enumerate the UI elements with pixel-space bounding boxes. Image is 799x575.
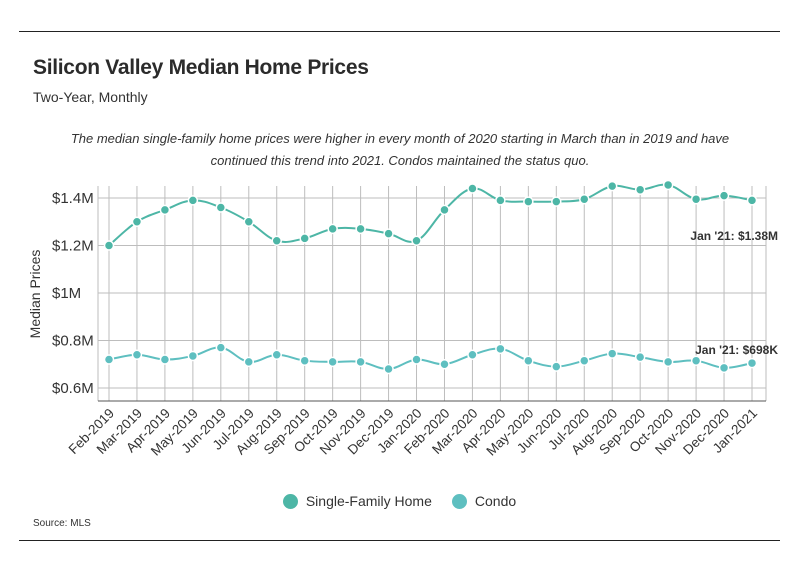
legend-item-condo[interactable]: Condo — [451, 493, 517, 509]
data-point-single-family — [159, 204, 171, 216]
data-point-single-family — [746, 195, 758, 206]
data-point-single-family — [299, 233, 310, 244]
data-point-condo — [551, 361, 562, 372]
y-tick-label: $0.6M — [52, 380, 94, 397]
series-layer — [103, 179, 758, 375]
data-point-condo — [271, 349, 282, 360]
data-point-condo — [411, 354, 422, 365]
data-point-single-family — [411, 235, 422, 246]
data-point-single-family — [579, 193, 590, 205]
data-point-single-family — [718, 190, 730, 201]
legend-label-condo: Condo — [474, 493, 517, 509]
data-point-single-family — [662, 179, 674, 191]
data-point-condo — [187, 350, 199, 362]
bottom-rule — [19, 540, 780, 541]
data-point-single-family — [243, 216, 255, 227]
data-point-single-family — [606, 180, 618, 192]
data-point-condo — [746, 357, 758, 369]
chart-caption: The median single-family home prices wer… — [70, 131, 730, 168]
y-tick-label: $1.4M — [52, 190, 94, 207]
y-tick-labels: $0.6M $0.8M $1M $1.2M $1.4M — [52, 190, 94, 397]
data-point-single-family — [634, 184, 646, 195]
data-point-condo — [439, 359, 450, 370]
data-point-condo — [579, 355, 590, 366]
data-point-single-family — [383, 228, 394, 239]
data-point-condo — [355, 356, 366, 368]
legend: Single-Family Home Condo — [0, 493, 799, 509]
grid-layer — [97, 186, 767, 402]
data-point-single-family — [271, 235, 282, 246]
data-point-condo — [523, 355, 534, 366]
data-point-condo — [662, 356, 674, 368]
data-point-single-family — [495, 195, 506, 206]
legend-swatch-condo — [451, 493, 467, 509]
legend-label-single-family: Single-Family Home — [305, 493, 432, 509]
data-point-condo — [383, 363, 394, 375]
legend-swatch-single-family — [282, 493, 298, 509]
data-point-single-family — [327, 223, 338, 235]
data-point-condo — [690, 355, 702, 366]
data-point-single-family — [690, 193, 702, 205]
data-point-single-family — [187, 195, 199, 206]
legend-item-single-family[interactable]: Single-Family Home — [282, 493, 432, 509]
data-point-single-family — [467, 183, 478, 194]
data-point-condo — [634, 351, 646, 363]
data-point-condo — [103, 354, 115, 365]
data-point-single-family — [215, 202, 227, 213]
data-point-single-family — [131, 216, 143, 227]
data-point-condo — [495, 343, 506, 355]
data-point-single-family — [523, 196, 534, 207]
data-point-condo — [718, 362, 730, 374]
data-point-single-family — [103, 240, 115, 251]
data-point-condo — [131, 349, 143, 360]
x-tick-labels: Feb-2019Mar-2019Apr-2019May-2019Jun-2019… — [66, 406, 760, 459]
top-rule — [19, 31, 780, 32]
data-point-condo — [299, 355, 310, 366]
data-point-condo — [215, 342, 227, 353]
series-line-single-family — [108, 183, 753, 247]
chart-title: Silicon Valley Median Home Prices — [33, 56, 369, 79]
data-point-condo — [606, 348, 618, 359]
data-point-single-family — [551, 196, 562, 207]
y-tick-label: $1M — [52, 285, 81, 302]
data-point-single-family — [355, 223, 366, 235]
end-label-condo: Jan '21: $698K — [695, 343, 778, 357]
data-point-condo — [467, 349, 478, 360]
series-line-condo — [108, 346, 753, 371]
chart-subtitle: Two-Year, Monthly — [33, 89, 148, 105]
y-tick-label: $0.8M — [52, 333, 94, 350]
source-note: Source: MLS — [33, 518, 91, 529]
data-point-condo — [327, 356, 338, 368]
y-axis-label: Median Prices — [27, 250, 43, 339]
data-point-single-family — [439, 204, 450, 216]
end-label-single-family: Jan '21: $1.38M — [690, 229, 778, 243]
end-labels: Jan '21: $1.38M Jan '21: $698K — [690, 229, 778, 357]
y-tick-label: $1.2M — [52, 238, 94, 255]
data-point-condo — [243, 356, 255, 368]
data-point-condo — [159, 354, 171, 365]
